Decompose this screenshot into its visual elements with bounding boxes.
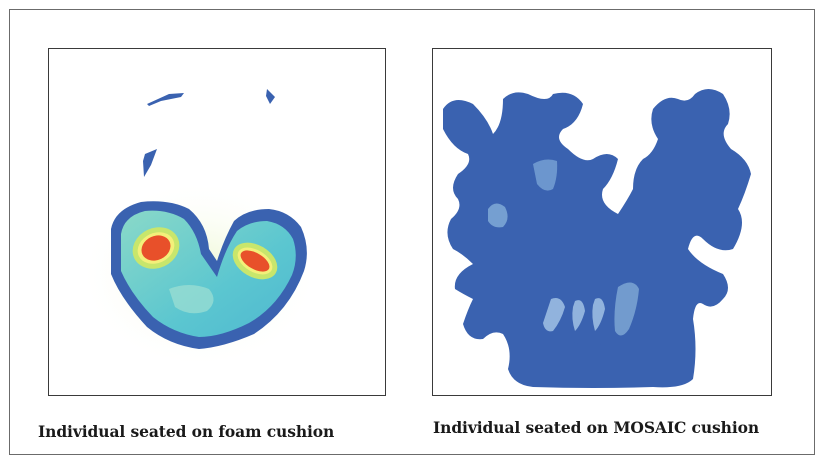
caption-mosaic-cushion: Individual seated on MOSAIC cushion	[433, 418, 760, 437]
mosaic-highlight-3	[543, 298, 565, 332]
caption-foam-cushion: Individual seated on foam cushion	[38, 422, 335, 441]
mosaic-pressure-map	[432, 48, 772, 396]
pressure-patch	[169, 285, 214, 314]
mosaic-pressure-map-graphic	[443, 89, 751, 388]
foam-pressure-map	[48, 48, 386, 396]
mosaic-highlight-5	[592, 298, 605, 331]
spot-mid-left	[143, 149, 157, 177]
mosaic-highlight-1	[533, 159, 558, 191]
mosaic-highlight-4	[572, 300, 585, 331]
pressure-peak-left	[141, 235, 171, 261]
mosaic-highlight-6	[614, 282, 639, 336]
spot-top-left	[147, 93, 184, 106]
pressure-peak-right	[240, 250, 270, 272]
figure-frame	[9, 9, 815, 455]
foam-pressure-map-graphic	[79, 89, 319, 369]
mosaic-highlight-2	[488, 203, 508, 228]
spot-top-right	[266, 89, 275, 104]
mosaic-pressure-region	[443, 89, 751, 388]
